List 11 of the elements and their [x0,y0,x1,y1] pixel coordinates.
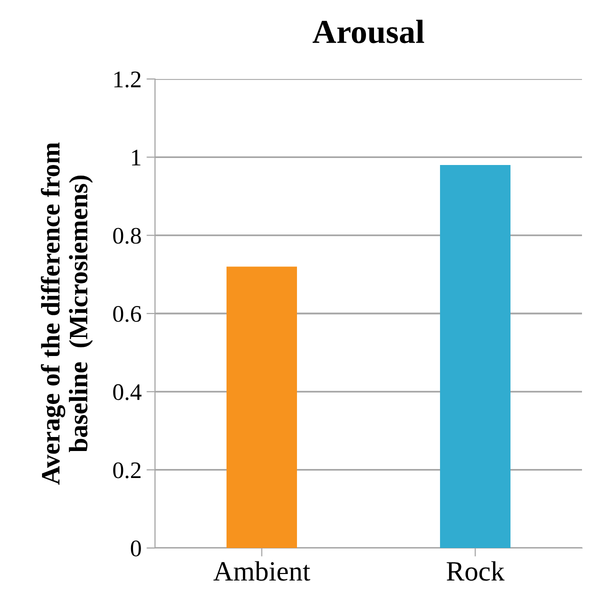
y-tick-label: 0.4 [113,384,142,400]
y-axis-title: Average of the difference from baseline (Microsiemens) [40,142,93,485]
y-tick-label: 1 [132,150,140,166]
y-tick-label: 0.8 [113,228,141,244]
y-tick-label: 1.2 [114,72,141,88]
chart-title: Arousal [312,20,424,44]
y-tick-label: 0.2 [113,462,141,478]
x-tick-label: Rock [446,561,505,581]
x-tick-label: Ambient [213,561,310,581]
y-tick-label: 0.6 [113,306,142,322]
y-tick-label: 0 [130,540,141,556]
